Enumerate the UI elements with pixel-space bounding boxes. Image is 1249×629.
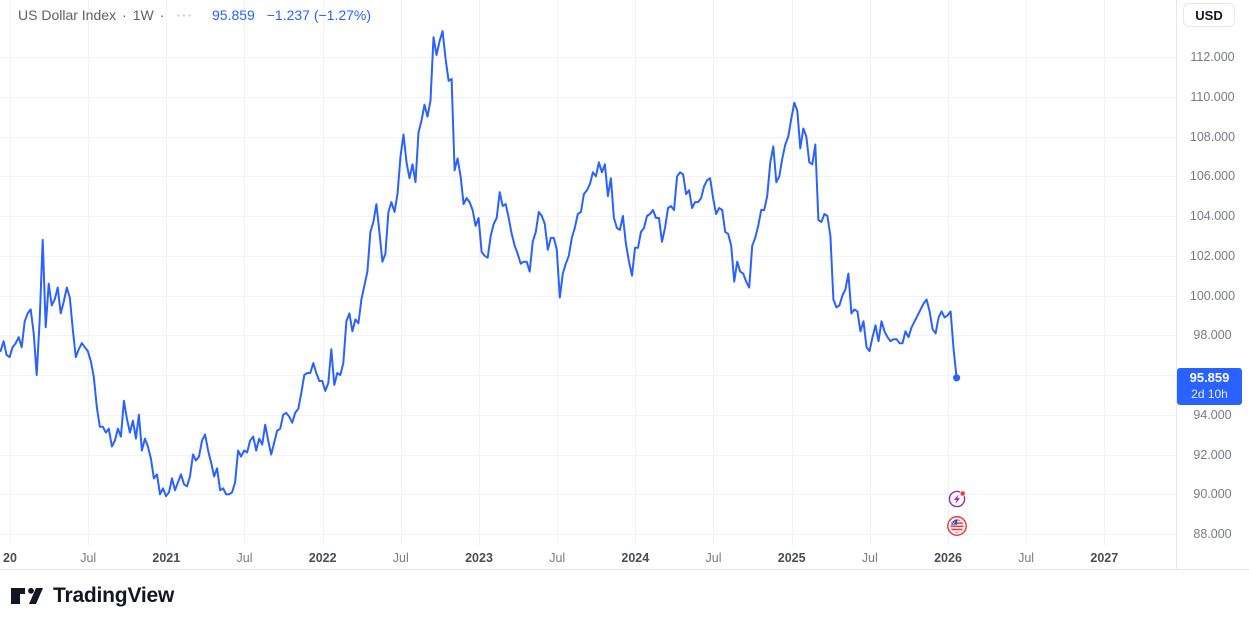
last-price-label: 95.859 2d 10h <box>1177 368 1242 405</box>
grid-lines <box>0 0 1176 546</box>
price-scale-tick: 112.000 <box>1190 50 1235 64</box>
bar-countdown-text: 2d 10h <box>1191 386 1228 401</box>
time-scale-tick: 2026 <box>934 551 962 565</box>
time-axis-border <box>0 569 1249 570</box>
time-scale-tick: Jul <box>236 551 253 565</box>
last-price-dot <box>953 374 961 382</box>
symbol-title[interactable]: US Dollar Index <box>18 7 117 23</box>
time-scale-tick: Jul <box>705 551 722 565</box>
price-change-value: −1.237 (−1.27%) <box>266 7 372 23</box>
price-scale-tick: 100.000 <box>1189 288 1236 303</box>
time-scale-tick: 2021 <box>152 551 181 565</box>
price-scale-tick: 106.000 <box>1189 169 1236 184</box>
price-line-series <box>0 30 958 498</box>
time-scale-tick: 2027 <box>1090 551 1119 565</box>
time-scale-tick: Jul <box>392 551 409 565</box>
legend-separator-2: · <box>159 7 165 23</box>
price-axis-border <box>1176 0 1177 569</box>
time-scale[interactable]: 20 Jul 2021 Jul 2022 Jul 2023 Jul 2024 Jul 2025 Jul… <box>0 547 1176 569</box>
us-flag-event-icon[interactable] <box>947 516 967 536</box>
tradingview-logo-icon <box>11 587 43 604</box>
tradingview-logo[interactable]: TradingView <box>10 584 174 608</box>
time-scale-tick: Jul <box>80 551 97 565</box>
price-scale[interactable]: 112.000 110.000 108.000 106.000 104.000 102.0… <box>1176 0 1249 569</box>
price-scale-tick: 102.000 <box>1189 248 1236 263</box>
time-scale-tick: 2025 <box>777 551 806 565</box>
legend-separator: · <box>122 7 127 23</box>
price-scale-tick: 110.000 <box>1190 89 1235 104</box>
time-scale-tick: 2023 <box>465 551 493 565</box>
chart-svg <box>0 0 1176 546</box>
last-price-text: 95.859 <box>1189 370 1230 386</box>
price-scale-tick: 108.000 <box>1189 129 1236 144</box>
tradingview-logo-text: TradingView <box>53 584 175 607</box>
time-scale-tick: Jul <box>861 551 878 565</box>
time-scale-tick: Jul <box>1018 551 1035 565</box>
quote-values: 95.859 −1.237 (−1.27%) <box>212 7 371 23</box>
time-scale-tick: 2022 <box>308 551 337 565</box>
price-scale-tick: 90.000 <box>1193 487 1232 502</box>
price-scale-tick: 104.000 <box>1189 209 1236 223</box>
time-scale-tick: 20 <box>3 551 17 565</box>
legend: US Dollar Index · 1W · ··· <box>18 7 193 23</box>
legend-more-icon[interactable]: ··· <box>176 7 194 23</box>
last-price-value: 95.859 <box>212 7 255 23</box>
time-scale-tick: Jul <box>549 551 566 565</box>
time-scale-tick: 2024 <box>621 551 650 565</box>
price-scale-tick: 94.000 <box>1193 407 1232 422</box>
interval-label[interactable]: 1W <box>132 7 154 23</box>
price-scale-tick: 98.000 <box>1193 328 1232 343</box>
price-scale-tick: 88.000 <box>1193 527 1232 541</box>
price-scale-tick: 92.000 <box>1193 447 1232 462</box>
flash-event-icon[interactable] <box>948 490 966 508</box>
currency-button[interactable]: USD <box>1183 3 1235 27</box>
